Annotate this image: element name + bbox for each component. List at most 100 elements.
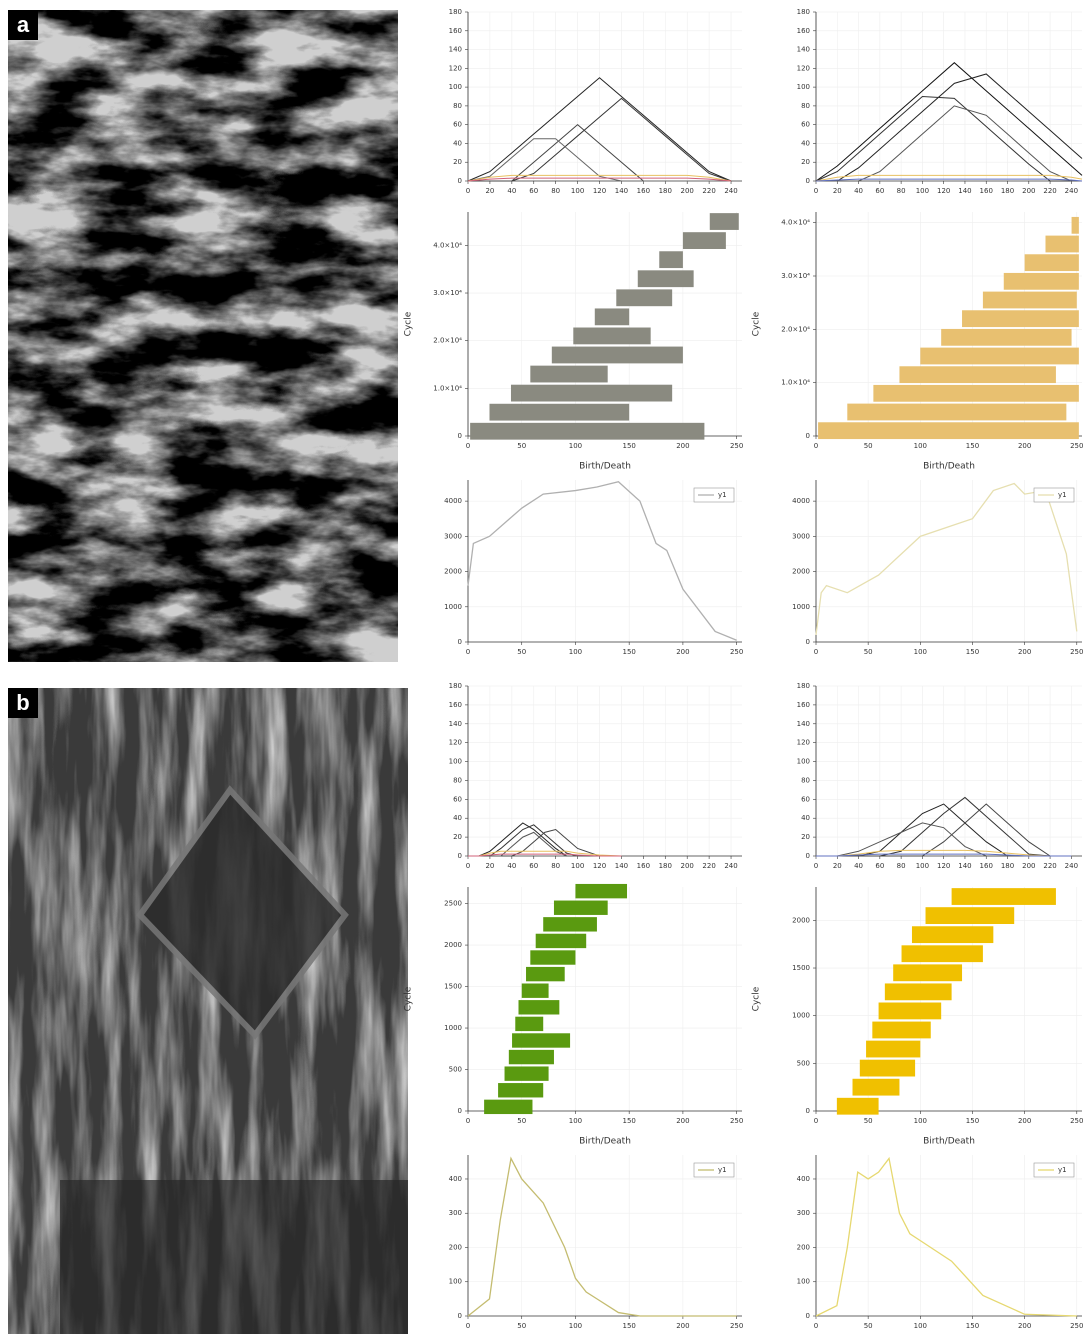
y-tick-label: 0 <box>458 1107 462 1115</box>
x-tick-label: 200 <box>676 648 689 656</box>
bar <box>902 945 983 962</box>
x-tick-label: 0 <box>814 648 818 656</box>
chart: 0204060801001201401601800204060801001201… <box>797 8 1082 195</box>
bar <box>853 1079 900 1096</box>
x-tick-label: 0 <box>814 862 818 870</box>
y-tick-label: 100 <box>449 1278 462 1286</box>
y-tick-label: 300 <box>797 1209 810 1217</box>
y-tick-label: 2000 <box>444 941 462 949</box>
x-tick-label: 120 <box>593 862 606 870</box>
x-tick-label: 20 <box>833 862 842 870</box>
bar <box>552 347 683 364</box>
y-tick-label: 1500 <box>444 983 462 991</box>
bar <box>505 1066 549 1080</box>
x-tick-label: 180 <box>659 187 672 195</box>
x-tick-label: 200 <box>1022 187 1035 195</box>
bar <box>543 917 597 931</box>
bar <box>879 1003 942 1020</box>
chart: 0100200300400050100150200250y1 <box>449 1155 744 1330</box>
chart: 0100200300400050100150200250y1 <box>797 1155 1084 1330</box>
y-tick-label: 20 <box>453 158 462 166</box>
x-tick-label: 100 <box>914 648 927 656</box>
bar <box>818 422 1079 439</box>
bar <box>962 310 1079 327</box>
y-tick-label: 100 <box>797 758 810 766</box>
x-tick-label: 160 <box>637 862 650 870</box>
plot-area <box>816 686 1082 856</box>
y-tick-label: 20 <box>801 158 810 166</box>
x-axis-label: Birth/Death <box>923 462 975 472</box>
x-tick-label: 120 <box>593 187 606 195</box>
x-tick-label: 250 <box>1070 1117 1083 1125</box>
bar <box>526 967 565 981</box>
y-tick-label: 0 <box>458 852 462 860</box>
y-tick-label: 120 <box>797 64 810 72</box>
x-tick-label: 100 <box>914 1117 927 1125</box>
bar <box>893 964 962 981</box>
plot-area <box>468 480 742 642</box>
x-tick-label: 180 <box>1001 862 1014 870</box>
y-tick-label: 1000 <box>792 603 810 611</box>
y-tick-label: 0 <box>458 432 462 440</box>
x-axis-label: Birth/Death <box>923 1137 975 1147</box>
bar <box>920 348 1079 365</box>
x-tick-label: 220 <box>1043 862 1056 870</box>
y-tick-label: 1000 <box>792 1012 810 1020</box>
y-tick-label: 100 <box>449 758 462 766</box>
bar <box>1025 254 1079 271</box>
chart: 0500100015002000050100150200250Birth/Dea… <box>752 887 1084 1147</box>
x-tick-label: 150 <box>622 648 635 656</box>
bar <box>873 385 1078 402</box>
x-tick-label: 50 <box>517 442 526 450</box>
bar <box>575 884 627 898</box>
bar <box>1045 236 1078 253</box>
y-tick-label: 40 <box>453 139 462 147</box>
y-tick-label: 1500 <box>792 964 810 972</box>
x-axis-label: Birth/Death <box>579 1137 631 1147</box>
y-tick-label: 3000 <box>444 532 462 540</box>
y-tick-label: 2000 <box>444 568 462 576</box>
x-tick-label: 240 <box>1065 862 1078 870</box>
y-tick-label: 140 <box>797 720 810 728</box>
x-tick-label: 140 <box>958 862 971 870</box>
bar <box>872 1022 930 1039</box>
bar <box>952 888 1056 905</box>
x-tick-label: 50 <box>517 1117 526 1125</box>
x-tick-label: 120 <box>937 187 950 195</box>
y-tick-label: 0 <box>806 1312 810 1320</box>
x-tick-label: 200 <box>1022 862 1035 870</box>
x-tick-label: 0 <box>466 862 470 870</box>
x-tick-label: 200 <box>1018 1322 1031 1330</box>
y-tick-label: 1000 <box>444 1024 462 1032</box>
x-tick-label: 50 <box>864 1117 873 1125</box>
bar <box>530 950 575 964</box>
y-tick-label: 400 <box>797 1175 810 1183</box>
y-tick-label: 4000 <box>444 497 462 505</box>
y-tick-label: 60 <box>801 795 810 803</box>
x-tick-label: 50 <box>517 648 526 656</box>
x-tick-label: 250 <box>1070 1322 1083 1330</box>
x-tick-label: 220 <box>702 862 715 870</box>
y-tick-label: 4.0×10⁴ <box>433 241 462 249</box>
x-tick-label: 0 <box>466 1322 470 1330</box>
y-tick-label: 120 <box>449 739 462 747</box>
y-tick-label: 140 <box>797 46 810 54</box>
x-tick-label: 240 <box>724 862 737 870</box>
legend-label: y1 <box>718 491 727 499</box>
y-tick-label: 0 <box>458 177 462 185</box>
y-tick-label: 3.0×10⁴ <box>433 289 462 297</box>
x-tick-label: 20 <box>485 862 494 870</box>
x-tick-label: 60 <box>875 862 884 870</box>
y-tick-label: 500 <box>797 1059 810 1067</box>
bar <box>512 1033 570 1047</box>
y-tick-label: 0 <box>806 177 810 185</box>
bar <box>1072 217 1079 234</box>
x-tick-label: 40 <box>854 862 863 870</box>
y-tick-label: 140 <box>449 720 462 728</box>
y-tick-label: 0 <box>458 638 462 646</box>
x-tick-label: 100 <box>571 187 584 195</box>
x-tick-label: 60 <box>529 187 538 195</box>
y-tick-label: 80 <box>453 776 462 784</box>
x-tick-label: 80 <box>897 862 906 870</box>
